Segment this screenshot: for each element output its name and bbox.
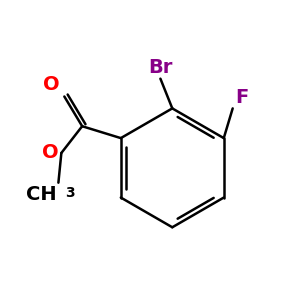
- Text: O: O: [43, 74, 60, 94]
- Text: O: O: [42, 143, 59, 163]
- Text: CH: CH: [26, 185, 57, 204]
- Text: Br: Br: [148, 58, 172, 77]
- Text: 3: 3: [65, 186, 75, 200]
- Text: F: F: [236, 88, 249, 107]
